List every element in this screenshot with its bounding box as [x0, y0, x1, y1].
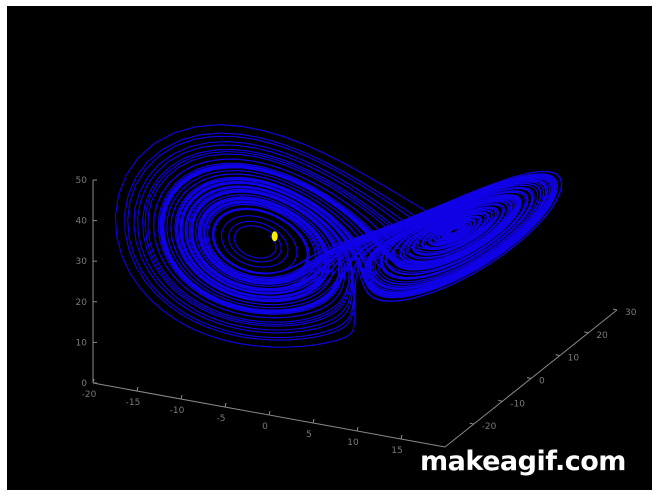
y-tick-label: 10 — [568, 354, 580, 364]
x-tick-label: 15 — [391, 446, 402, 456]
y-tick-mark — [612, 308, 618, 311]
x-tick-mark — [400, 434, 403, 440]
x-tick-mark — [136, 386, 139, 392]
z-tick-label: 30 — [76, 257, 88, 267]
x-tick-mark — [92, 378, 95, 384]
x-tick-mark — [180, 394, 183, 400]
plot-area: 0 10 20 30 40 50 -20 -15 -10 -5 0 5 10 15 -20 -10 0 10 20 3… — [7, 6, 652, 490]
z-tick-label: 10 — [76, 338, 88, 348]
x-tick-label: 10 — [347, 438, 359, 448]
y-tick-mark — [555, 354, 560, 357]
attractor-trajectory — [114, 124, 563, 348]
z-tick-label: 50 — [76, 176, 88, 186]
x-tick-mark — [224, 402, 227, 408]
tick-labels: 0 10 20 30 40 50 -20 -15 -10 -5 0 5 10 15 -20 -10 0 10 20 3… — [76, 176, 637, 456]
z-tick-label: 20 — [76, 298, 88, 308]
y-tick-mark — [498, 399, 503, 402]
y-tick-mark — [526, 377, 532, 379]
y-tick-label: -10 — [510, 399, 525, 409]
current-point-marker — [271, 231, 278, 242]
y-tick-label: 30 — [625, 308, 637, 318]
x-tick-label: 0 — [262, 422, 268, 432]
x-tick-label: -5 — [217, 414, 226, 424]
trajectory-line — [114, 124, 563, 348]
current-point-group — [271, 231, 278, 242]
x-tick-label: -20 — [82, 390, 97, 400]
y-tick-label: -20 — [482, 422, 497, 432]
x-tick-label: 5 — [306, 430, 312, 440]
z-tick-label: 0 — [81, 379, 87, 389]
x-tick-mark — [356, 426, 359, 432]
x-tick-label: -15 — [126, 398, 141, 408]
y-tick-label: 20 — [596, 331, 608, 341]
x-tick-mark — [312, 418, 315, 424]
x-tick-label: -10 — [170, 406, 185, 416]
x-tick-mark — [268, 410, 271, 416]
z-tick-label: 40 — [76, 217, 88, 227]
y-tick-mark — [584, 331, 589, 334]
y-tick-mark — [469, 422, 474, 425]
y-tick-label: 0 — [539, 377, 545, 387]
lorenz-3d-chart: 0 10 20 30 40 50 -20 -15 -10 -5 0 5 10 15 -20 -10 0 10 20 3… — [76, 124, 637, 456]
makeagif-watermark: makeagif.com — [420, 446, 626, 477]
